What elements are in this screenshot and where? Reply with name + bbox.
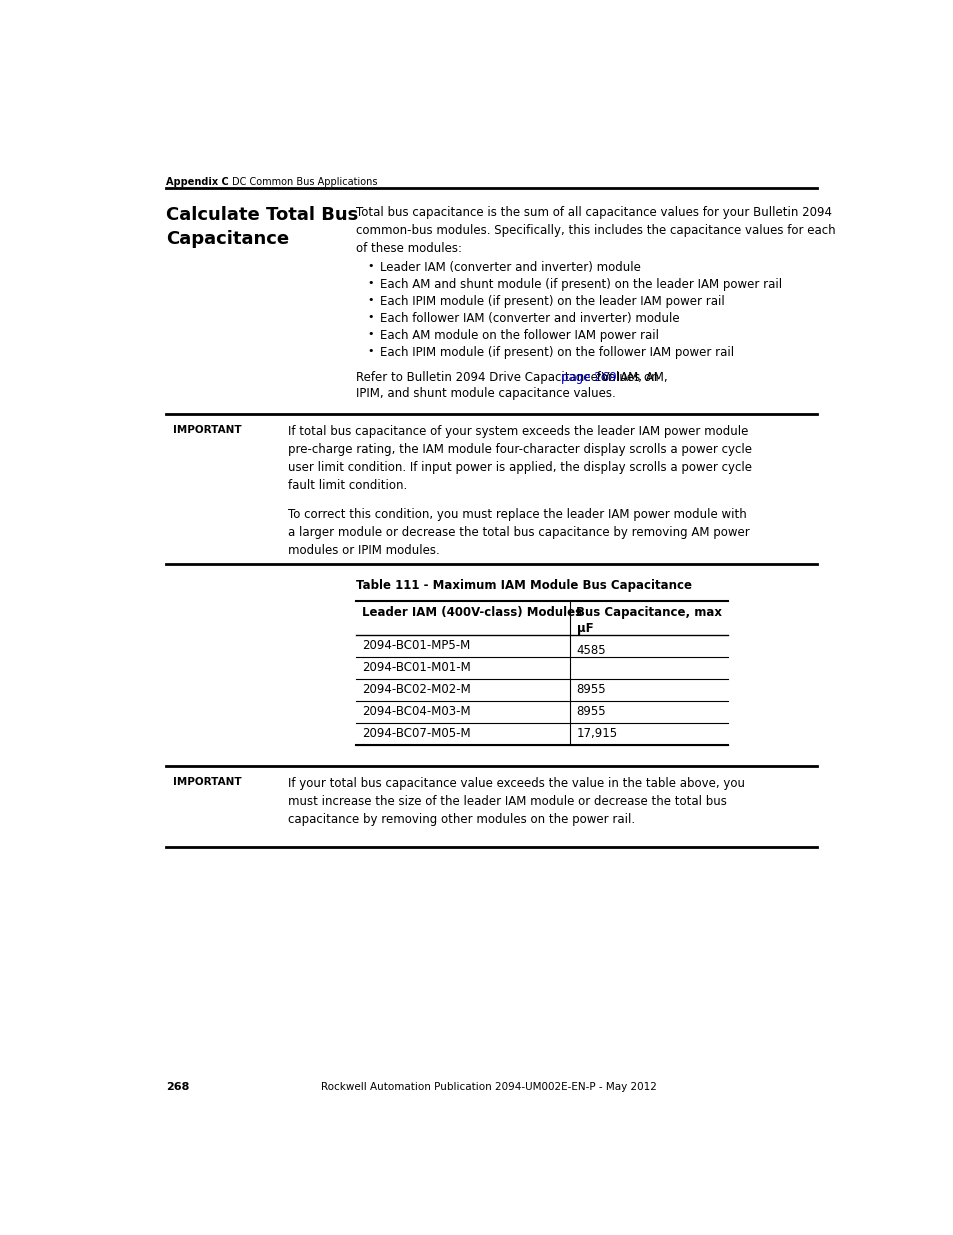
Text: Each IPIM module (if present) on the follower IAM power rail: Each IPIM module (if present) on the fol… — [380, 346, 734, 359]
Text: Leader IAM (converter and inverter) module: Leader IAM (converter and inverter) modu… — [380, 262, 640, 274]
Text: 2094-BC01-MP5-M: 2094-BC01-MP5-M — [361, 640, 470, 652]
Text: To correct this condition, you must replace the leader IAM power module with
a l: To correct this condition, you must repl… — [288, 508, 749, 557]
Text: page 269: page 269 — [560, 372, 617, 384]
Text: •: • — [367, 295, 374, 305]
Text: If your total bus capacitance value exceeds the value in the table above, you
mu: If your total bus capacitance value exce… — [288, 777, 744, 826]
Text: Each IPIM module (if present) on the leader IAM power rail: Each IPIM module (if present) on the lea… — [380, 295, 724, 309]
Text: Leader IAM (400V-class) Modules: Leader IAM (400V-class) Modules — [361, 605, 581, 619]
Text: 2094-BC04-M03-M: 2094-BC04-M03-M — [361, 705, 470, 719]
Text: If total bus capacitance of your system exceeds the leader IAM power module
pre-: If total bus capacitance of your system … — [288, 425, 751, 492]
Text: Table 111 - Maximum IAM Module Bus Capacitance: Table 111 - Maximum IAM Module Bus Capac… — [355, 579, 691, 593]
Text: 2094-BC07-M05-M: 2094-BC07-M05-M — [361, 727, 470, 740]
Text: Each follower IAM (converter and inverter) module: Each follower IAM (converter and inverte… — [380, 312, 679, 325]
Text: •: • — [367, 330, 374, 340]
Text: for IAM, AM,: for IAM, AM, — [593, 372, 667, 384]
Text: 8955: 8955 — [576, 705, 605, 719]
Text: IPIM, and shunt module capacitance values.: IPIM, and shunt module capacitance value… — [355, 387, 615, 400]
Text: •: • — [367, 262, 374, 272]
Text: 2094-BC02-M02-M: 2094-BC02-M02-M — [361, 683, 470, 697]
Text: 268: 268 — [166, 1082, 189, 1092]
Text: Each AM module on the follower IAM power rail: Each AM module on the follower IAM power… — [380, 330, 659, 342]
Text: •: • — [367, 278, 374, 288]
Text: Bus Capacitance, max
μF: Bus Capacitance, max μF — [576, 605, 721, 635]
Text: Each AM and shunt module (if present) on the leader IAM power rail: Each AM and shunt module (if present) on… — [380, 278, 781, 291]
Text: 8955: 8955 — [576, 683, 605, 697]
Text: Calculate Total Bus
Capacitance: Calculate Total Bus Capacitance — [166, 206, 357, 247]
Text: Appendix C: Appendix C — [166, 178, 229, 188]
Text: 2094-BC01-M01-M: 2094-BC01-M01-M — [361, 662, 470, 674]
Text: IMPORTANT: IMPORTANT — [173, 425, 242, 435]
Text: Refer to Bulletin 2094 Drive Capacitance Values on: Refer to Bulletin 2094 Drive Capacitance… — [355, 372, 661, 384]
Text: •: • — [367, 312, 374, 322]
Text: •: • — [367, 346, 374, 356]
Text: Rockwell Automation Publication 2094-UM002E-EN-P - May 2012: Rockwell Automation Publication 2094-UM0… — [320, 1082, 657, 1092]
Text: IMPORTANT: IMPORTANT — [173, 777, 242, 787]
Text: Total bus capacitance is the sum of all capacitance values for your Bulletin 209: Total bus capacitance is the sum of all … — [355, 206, 835, 254]
Text: 4585: 4585 — [576, 643, 605, 657]
Text: 17,915: 17,915 — [576, 727, 617, 740]
Text: DC Common Bus Applications: DC Common Bus Applications — [232, 178, 376, 188]
